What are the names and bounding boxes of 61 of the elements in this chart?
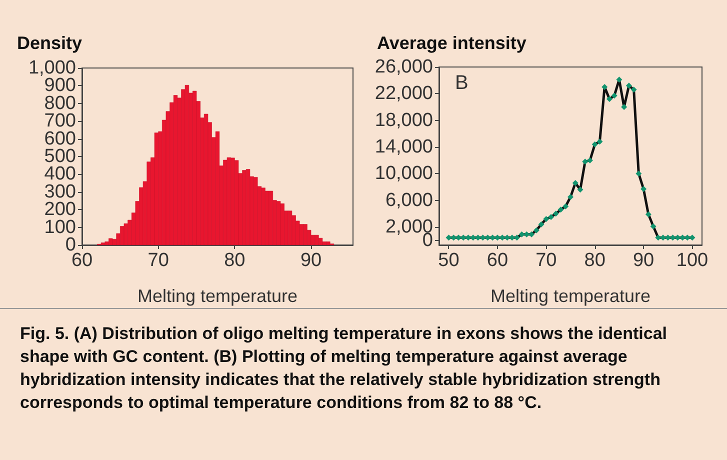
point	[621, 104, 628, 110]
y-tick-label: 26,000	[374, 56, 433, 78]
x-tick-label: 70	[148, 250, 169, 271]
point	[596, 138, 603, 145]
point	[504, 234, 510, 241]
point	[460, 234, 466, 241]
caption: Fig. 5. (A) Distribution of oligo melting temperature in exons shows the identical shape with GC content. (B) Plotting of melting temperature against average hybridization intensity indicates that the relatively stable hybridization strength corresponds to optimal temperature conditions from 82 to 88 °C.	[20, 323, 668, 414]
y-axis-title: Density	[17, 33, 82, 53]
y-tick-label: 10,000	[374, 163, 433, 184]
annotation: B	[455, 72, 468, 94]
point	[548, 214, 554, 220]
point	[655, 234, 662, 241]
point	[582, 158, 588, 165]
x-tick-label: 90	[300, 250, 322, 271]
point	[552, 210, 559, 217]
point	[616, 76, 622, 83]
y-axis-title: Average intensity	[377, 33, 526, 53]
point	[518, 231, 525, 238]
point	[484, 234, 491, 241]
point	[606, 96, 612, 102]
point	[524, 231, 530, 238]
point	[543, 216, 550, 222]
point	[602, 84, 608, 90]
y-tick-label: 18,000	[374, 110, 433, 131]
point	[586, 157, 593, 164]
point	[577, 186, 584, 193]
point	[689, 234, 696, 241]
point	[630, 86, 637, 93]
x-tick-label: 50	[438, 250, 460, 271]
point	[572, 180, 578, 186]
x-tick-label: 60	[71, 250, 93, 271]
point	[640, 186, 647, 192]
y-tick-label: 14,000	[374, 136, 433, 158]
x-tick-label: 100	[676, 250, 708, 271]
x-tick-label: 90	[632, 250, 654, 271]
point	[611, 92, 618, 99]
point	[592, 141, 598, 148]
point	[636, 170, 642, 177]
point	[533, 227, 540, 234]
x-axis-title: Melting temperature	[137, 286, 298, 306]
point	[480, 234, 486, 241]
point	[674, 234, 681, 241]
point	[465, 234, 472, 241]
x-tick-label: 80	[584, 250, 606, 271]
point	[650, 223, 656, 230]
x-tick-label: 60	[486, 250, 508, 271]
point	[499, 234, 506, 241]
point	[568, 194, 574, 200]
x-axis-title: Melting temperature	[490, 286, 651, 306]
point	[562, 203, 569, 210]
x-tick-label: 70	[536, 250, 557, 271]
y-tick-label: 22,000	[374, 83, 433, 104]
point	[446, 234, 452, 241]
y-tick-label: 6,000	[385, 190, 433, 211]
point	[626, 82, 632, 89]
point	[528, 231, 535, 238]
x-tick-label: 80	[224, 250, 246, 271]
point	[538, 221, 544, 228]
point	[645, 211, 652, 218]
point	[558, 206, 564, 213]
point	[670, 234, 676, 241]
